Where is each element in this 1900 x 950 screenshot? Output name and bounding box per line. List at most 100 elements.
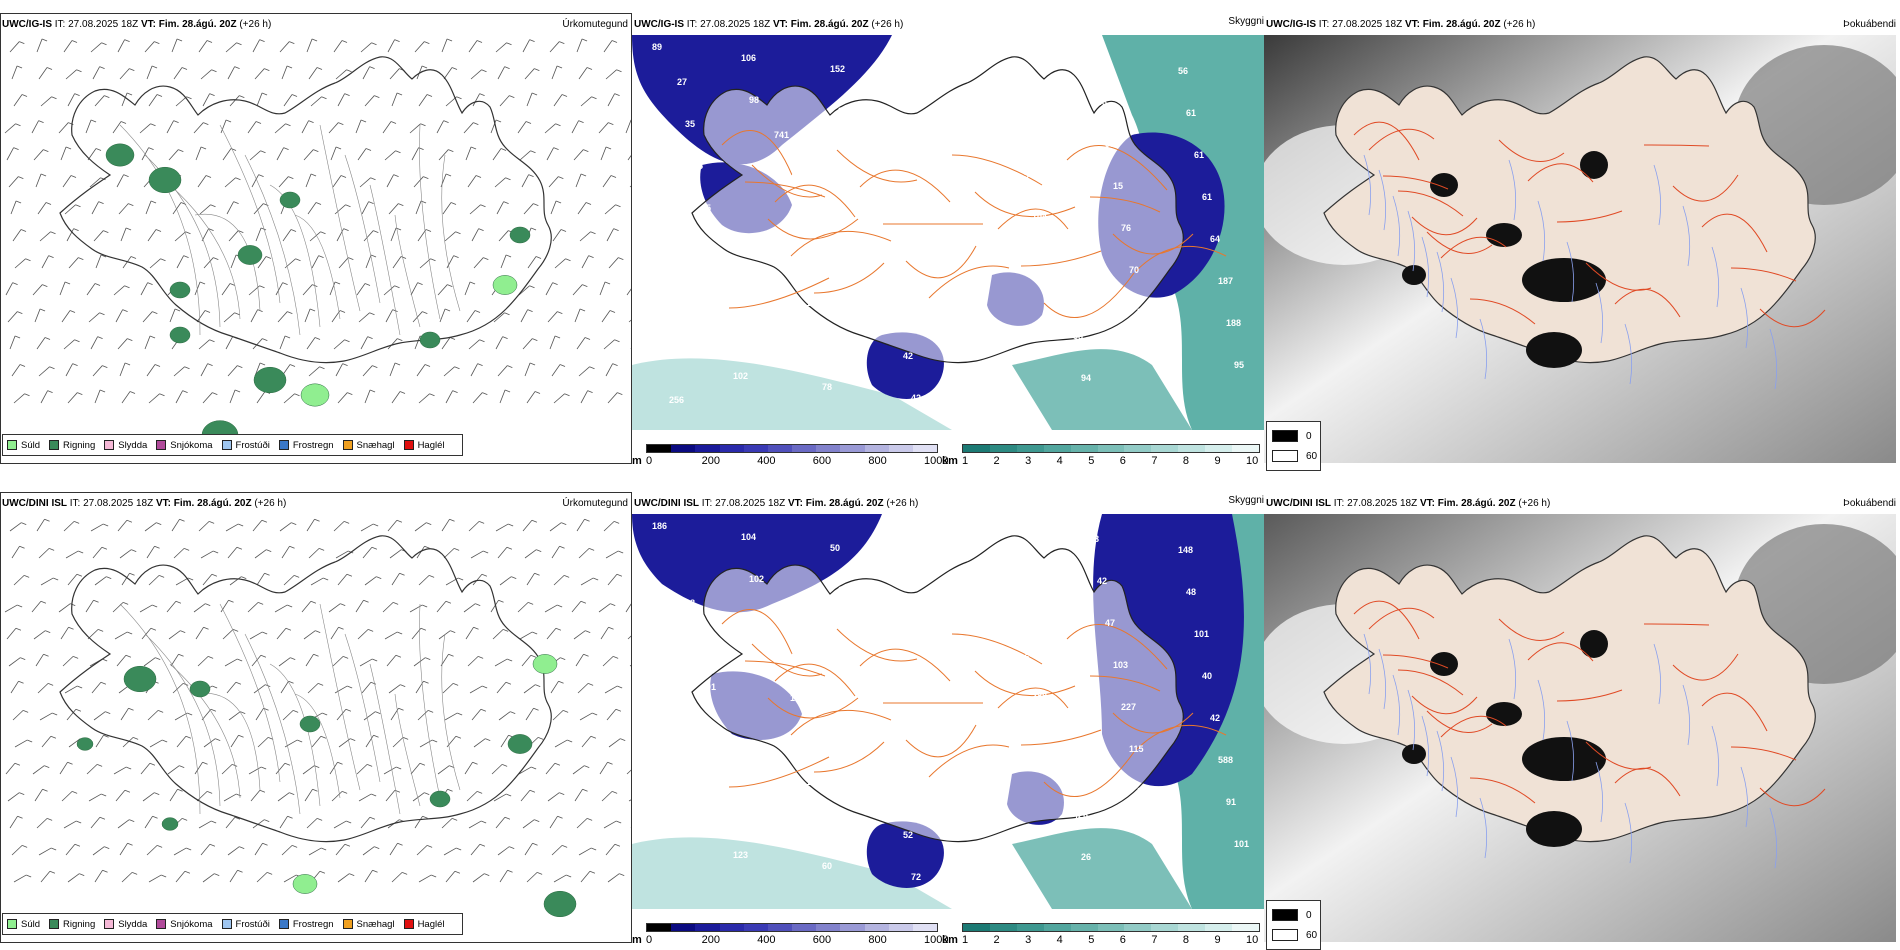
colorbar-tick: 1 bbox=[962, 455, 969, 467]
ceiling-value-label: 105 bbox=[814, 819, 829, 829]
colorbar-tick: 5 bbox=[1088, 934, 1095, 946]
legend-item: Frostregn bbox=[278, 918, 334, 930]
legend-item: Slydda bbox=[104, 440, 147, 451]
ceiling-value-label: 101 bbox=[1234, 839, 1249, 849]
ceiling-value-label: 104 bbox=[1032, 212, 1047, 222]
ceiling-value-label: 338 bbox=[968, 236, 983, 246]
colorbar-tick: 800 bbox=[868, 934, 887, 946]
ceiling-value-label: 64 bbox=[1210, 234, 1220, 244]
colorbar-tick: 8 bbox=[1182, 934, 1189, 946]
ceiling-value-label: 188 bbox=[1226, 318, 1241, 328]
ceiling-colorbar: m 0 200 400 600 800 1000 bbox=[632, 444, 948, 468]
ceiling-value-label: 101 bbox=[846, 627, 861, 637]
colorbar-tick: 0 bbox=[646, 455, 653, 467]
ceiling-value-label: 40 bbox=[1202, 671, 1212, 681]
ceiling-value-label: 210 bbox=[935, 638, 950, 648]
ceiling-value-label: 45 bbox=[701, 203, 711, 213]
cloud-legend-item: 0 bbox=[1272, 909, 1312, 921]
colorbar-tick: 2 bbox=[993, 934, 1000, 946]
ceiling-panel-top: UWC/IG-IS IT: 27.08.2025 18Z VT: Fim. 28… bbox=[632, 13, 1264, 468]
precip-panel-top: UWC/IG-IS IT: 27.08.2025 18Z VT: Fim. 28… bbox=[0, 13, 632, 468]
legend-label: Slydda bbox=[118, 439, 148, 451]
panel-title: Þokuábendi bbox=[1843, 498, 1896, 509]
legend-label: Snæhagl bbox=[356, 918, 395, 930]
colorbar-tick: 5 bbox=[1088, 455, 1095, 467]
ceiling-value-label: 187 bbox=[1218, 276, 1233, 286]
ceiling-value-label: 101 bbox=[1194, 629, 1209, 639]
legend-swatch bbox=[49, 440, 60, 450]
ceiling-value-label: 267 bbox=[1024, 649, 1039, 659]
ceiling-value-label: 89 bbox=[838, 106, 848, 116]
ceiling-value-label: 88 bbox=[1137, 307, 1147, 317]
ceiling-value-label: 288 bbox=[1032, 691, 1047, 701]
colorbar-strip bbox=[962, 923, 1260, 932]
legend-swatch bbox=[156, 440, 167, 450]
panel-title: Skyggni bbox=[1228, 16, 1264, 27]
cloud-legend-swatch bbox=[1272, 430, 1298, 442]
ceiling-value-label: 27 bbox=[677, 77, 687, 87]
legend-swatch bbox=[221, 919, 232, 929]
cloud-legend-label: 60 bbox=[1306, 450, 1318, 462]
colorbar-tick: 1000 bbox=[924, 455, 949, 467]
legend-item: Slydda bbox=[104, 919, 147, 930]
colorbar-tick: 200 bbox=[701, 455, 720, 467]
legend-label: Frostregn bbox=[292, 439, 334, 451]
ceiling-value-label: 111 bbox=[717, 287, 731, 297]
cloud-legend-swatch bbox=[1272, 929, 1298, 941]
legend-swatch bbox=[221, 440, 232, 450]
legend-swatch bbox=[104, 919, 115, 929]
ceiling-value-label: 89 bbox=[652, 42, 662, 52]
colorbar-tick: 4 bbox=[1056, 455, 1063, 467]
panel-title: Skyggni bbox=[1228, 495, 1264, 506]
cloud-legend-label: 60 bbox=[1306, 929, 1318, 941]
ceiling-value-label: 119 bbox=[976, 278, 991, 288]
legend-label: Súld bbox=[21, 439, 41, 451]
ceiling-value-label: 42 bbox=[1210, 713, 1220, 723]
legend-swatch bbox=[278, 440, 289, 450]
ceiling-value-label: 30 bbox=[1065, 289, 1075, 299]
legend-swatch bbox=[7, 919, 17, 929]
ceiling-value-label: 49 bbox=[895, 788, 905, 798]
panel-header: UWC/DINI ISL IT: 27.08.2025 18Z VT: Fim.… bbox=[634, 498, 919, 509]
ceiling-value-label: 47 bbox=[1008, 565, 1018, 575]
legend-item: Súld bbox=[7, 919, 40, 930]
legend-label: Snæhagl bbox=[356, 439, 395, 451]
legend-item: Snæhagl bbox=[342, 918, 395, 930]
ceiling-value-label: 61 bbox=[1194, 150, 1204, 160]
colorbar-tick: 10 bbox=[1246, 455, 1259, 467]
ceiling-value-label: 41 bbox=[709, 724, 719, 734]
ceiling-value-label: 56 bbox=[1178, 66, 1188, 76]
ceiling-value-label: 44 bbox=[1000, 44, 1010, 54]
ceiling-value-label: 256 bbox=[669, 395, 684, 405]
ceiling-map: 186 102 101 101 157 122 101 104 61 210 288 115 91 123… bbox=[632, 514, 1264, 909]
legend-swatch bbox=[156, 919, 167, 929]
legend-label: Haglél bbox=[417, 918, 445, 930]
ceiling-value-label: 49 bbox=[919, 75, 929, 85]
colorbar-tick: 400 bbox=[757, 455, 776, 467]
legend-item: Snjókoma bbox=[156, 919, 213, 930]
panel-header: UWC/DINI ISL IT: 27.08.2025 18Z VT: Fim.… bbox=[2, 498, 287, 509]
legend-swatch bbox=[278, 919, 289, 929]
ceiling-value-label: 60 bbox=[822, 861, 832, 871]
ceiling-value-label: 148 bbox=[1178, 545, 1193, 555]
ceiling-value-label: 104 bbox=[741, 532, 756, 542]
ceiling-value-label: 47 bbox=[798, 735, 808, 745]
ceiling-value-label: 78 bbox=[822, 382, 832, 392]
precip-legend: Súld Rigning Slydda Snjókoma Frostúði Frostre… bbox=[2, 913, 463, 935]
ceiling-value-label: 94 bbox=[1081, 373, 1091, 383]
ceiling-value-label: 115 bbox=[1129, 744, 1144, 754]
legend-swatch bbox=[104, 440, 115, 450]
visibility-colorbar: km 1 2 3 4 5 6 7 8 9 10 bbox=[942, 444, 1264, 468]
ceiling-value-label: 35 bbox=[685, 119, 695, 129]
legend-label: Frostregn bbox=[292, 918, 334, 930]
ceiling-value-label: 101 bbox=[701, 682, 716, 692]
ceiling-value-label: 15 bbox=[1113, 181, 1123, 191]
legend-label: Haglél bbox=[417, 439, 445, 451]
colorbar-tick: 1000 bbox=[924, 934, 949, 946]
ceiling-value-label: 58 bbox=[887, 746, 897, 756]
legend-label: Frostúði bbox=[235, 439, 270, 451]
legend-item: Haglél bbox=[403, 918, 445, 930]
ceiling-value-label: 54 bbox=[1024, 170, 1034, 180]
colorbar-tick: 800 bbox=[868, 455, 887, 467]
ceiling-map: 89 98 97 81 87 88 95 106 89 193 104 70 188 102 152 13 54… bbox=[632, 35, 1264, 430]
